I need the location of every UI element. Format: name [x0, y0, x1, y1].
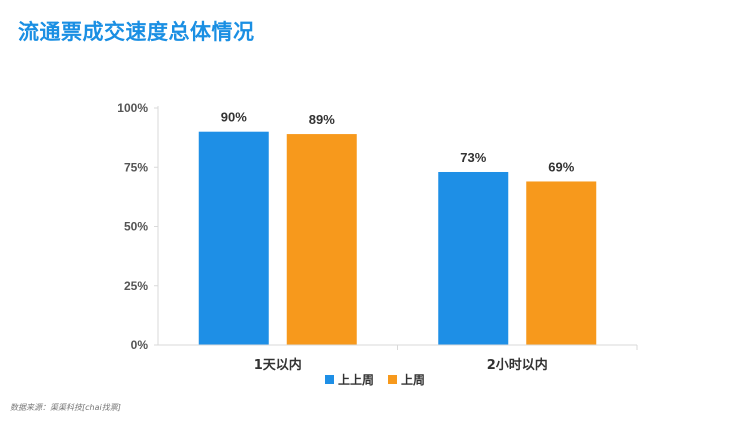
x-tick-label: 1天以内 — [254, 357, 302, 373]
y-tick-label: 50% — [124, 220, 148, 234]
legend-label: 上周 — [401, 373, 426, 387]
data-label: 69% — [548, 159, 574, 174]
bars — [198, 131, 597, 345]
page-title: 流通票成交速度总体情况 — [18, 20, 255, 44]
bar — [438, 171, 509, 345]
legend-swatch — [388, 375, 397, 384]
source-note: 数据来源：渠渠科技[chai找票] — [10, 403, 121, 412]
bar — [286, 134, 357, 345]
legend-item: 上上周 — [324, 371, 374, 388]
bar — [198, 131, 269, 345]
x-axis: 1天以内 2小时以内 — [158, 344, 638, 373]
bar — [526, 181, 597, 345]
legend-item: 上周 — [388, 371, 425, 388]
data-label: 89% — [309, 112, 335, 127]
x-tick-label: 2小时以内 — [487, 357, 548, 373]
y-tick-label: 25% — [124, 279, 148, 293]
y-tick-label: 100% — [117, 101, 148, 115]
y-tick-label: 75% — [124, 160, 148, 174]
legend: 上上周 上周 — [0, 371, 750, 388]
data-label: 73% — [460, 150, 486, 165]
data-labels: 90% 89% 73% 69% — [221, 110, 575, 175]
y-axis: 0% 25% 50% 75% 100% — [117, 101, 159, 352]
y-tick-label: 0% — [131, 338, 149, 352]
legend-swatch — [324, 375, 334, 384]
data-label: 90% — [221, 110, 247, 125]
legend-label: 上上周 — [337, 373, 374, 387]
